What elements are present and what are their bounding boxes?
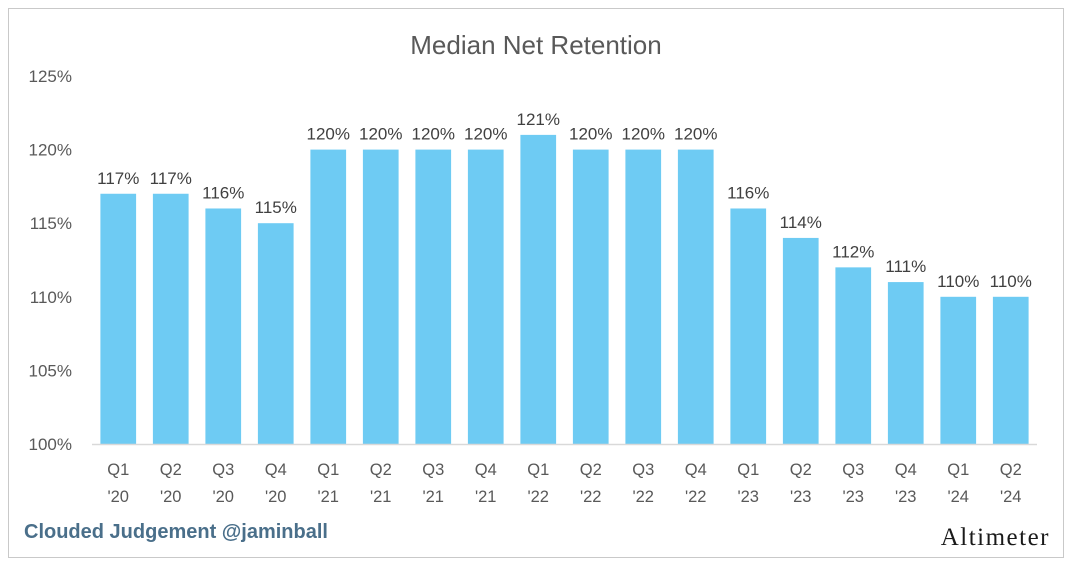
x-tick-label-year: '21 [475,488,497,506]
data-label: 115% [255,198,297,217]
bar [782,237,819,444]
x-tick-label-year: '24 [1000,488,1022,506]
bar [362,149,399,444]
data-label: 120% [569,125,612,144]
y-tick-label: 100% [29,435,72,454]
bar [415,149,452,444]
x-tick-label-quarter: Q4 [895,461,917,479]
data-label: 120% [464,125,507,144]
data-label: 114% [780,213,822,232]
bar-series: 117% 117% 116% 115% 120% 120% 120% 120% 121% 120%… [97,110,1032,444]
data-label: 117% [97,169,139,188]
x-tick-label-year: '23 [737,488,759,506]
x-tick-label-year: '22 [632,488,654,506]
data-label: 121% [517,110,560,129]
x-tick-label-quarter: Q3 [212,461,234,479]
x-tick-label-year: '20 [160,488,182,506]
x-tick-label-year: '23 [895,488,917,506]
x-tick-label-year: '20 [212,488,234,506]
data-label: 120% [359,125,402,144]
x-tick-label-quarter: Q1 [527,461,549,479]
y-tick-label: 105% [29,361,72,380]
x-tick-label-quarter: Q2 [370,461,392,479]
x-tick-label-year: '21 [370,488,392,506]
data-label: 110% [937,272,979,291]
y-axis: 100% 105% 110% 115% 120% 125% [29,67,72,454]
y-tick-label: 125% [29,67,72,86]
data-label: 120% [412,125,455,144]
x-tick-label-year: '24 [947,488,969,506]
x-tick-label-quarter: Q2 [790,461,812,479]
bar [100,193,137,444]
x-tick-label-quarter: Q1 [317,461,339,479]
x-tick-label-quarter: Q2 [160,461,182,479]
data-label: 117% [150,169,192,188]
x-tick-label-quarter: Q3 [422,461,444,479]
y-tick-label: 120% [29,141,72,160]
bar [625,149,662,444]
data-label: 116% [727,183,769,202]
bar [677,149,714,444]
x-tick-label-quarter: Q4 [265,461,287,479]
bar [835,267,872,444]
bar [940,296,977,444]
x-tick-label-year: '20 [265,488,287,506]
data-label: 120% [307,125,350,144]
x-tick-label-year: '21 [317,488,339,506]
x-axis: Q1 '20 Q2 '20 Q3 '20 Q4 '20 Q1 '21 Q2 '21 Q3 '21 Q4 '21… [107,461,1022,506]
x-tick-label-year: '22 [580,488,602,506]
bar [992,296,1029,444]
x-tick-label-year: '23 [790,488,812,506]
bar [520,134,557,444]
data-label: 120% [622,125,665,144]
footer-credit: Clouded Judgement @jaminball [24,521,328,543]
x-tick-label-year: '22 [685,488,707,506]
x-tick-label-year: '21 [422,488,444,506]
x-tick-label-quarter: Q3 [632,461,654,479]
x-tick-label-year: '23 [842,488,864,506]
x-tick-label-quarter: Q2 [1000,461,1022,479]
bar [152,193,189,444]
x-tick-label-quarter: Q1 [107,461,129,479]
data-label: 111% [885,257,926,276]
x-tick-label-quarter: Q2 [580,461,602,479]
chart-title: Median Net Retention [410,30,661,60]
x-tick-label-quarter: Q3 [842,461,864,479]
bar [467,149,504,444]
bar [257,223,294,444]
bar [572,149,609,444]
x-tick-label-year: '22 [527,488,549,506]
data-label: 112% [832,242,874,261]
y-tick-label: 115% [30,214,72,233]
data-label: 110% [990,272,1032,291]
bar [310,149,347,444]
x-tick-label-quarter: Q4 [475,461,497,479]
y-tick-label: 110% [30,288,72,307]
x-tick-label-year: '20 [107,488,129,506]
data-label: 116% [202,183,244,202]
data-label: 120% [674,125,717,144]
brand-logo-text: Altimeter [941,524,1050,551]
x-tick-label-quarter: Q4 [685,461,707,479]
x-tick-label-quarter: Q1 [947,461,969,479]
x-tick-label-quarter: Q1 [737,461,759,479]
bar [730,208,767,444]
bar [205,208,242,444]
bar [887,282,924,444]
